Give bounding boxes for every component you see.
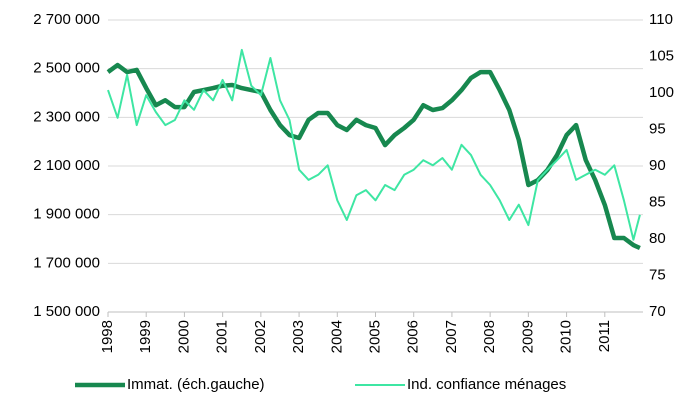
x-tick-label: 2005 (366, 320, 383, 353)
y-tick-label: 1 500 000 (33, 303, 100, 320)
x-tick-label: 2003 (290, 320, 307, 353)
y2-tick-label: 85 (649, 193, 666, 210)
legend-label: Immat. (éch.gauche) (127, 376, 265, 393)
y-tick-label: 2 700 000 (33, 11, 100, 28)
y2-tick-label: 80 (649, 230, 666, 247)
y2-tick-label: 100 (649, 84, 674, 101)
x-tick-label: 2009 (519, 320, 536, 353)
y-tick-label: 2 500 000 (33, 60, 100, 77)
y-tick-label: 1 900 000 (33, 206, 100, 223)
x-tick-label: 2004 (328, 320, 345, 353)
x-tick-label: 1999 (137, 320, 154, 353)
y2-tick-label: 75 (649, 266, 666, 283)
y-tick-label: 2 100 000 (33, 157, 100, 174)
x-tick-label: 1998 (99, 320, 116, 353)
x-tick-label: 2007 (443, 320, 460, 353)
x-tick-label: 2001 (214, 320, 231, 353)
legend-label: Ind. confiance ménages (407, 376, 566, 393)
x-tick-label: 2006 (405, 320, 422, 353)
y-tick-label: 2 300 000 (33, 108, 100, 125)
series-line (107, 48, 641, 241)
y2-tick-label: 90 (649, 157, 666, 174)
x-tick-label: 2010 (558, 320, 575, 353)
x-tick-label: 2002 (252, 320, 269, 353)
y2-tick-label: 95 (649, 120, 666, 137)
series-line (106, 62, 641, 251)
y2-tick-label: 105 (649, 47, 674, 64)
x-tick-label: 2008 (481, 320, 498, 353)
y2-tick-label: 110 (649, 11, 673, 28)
y-tick-label: 1 700 000 (33, 254, 100, 271)
x-tick-label: 2011 (596, 320, 613, 352)
x-tick-label: 2000 (175, 320, 192, 353)
y2-tick-label: 70 (649, 303, 666, 320)
